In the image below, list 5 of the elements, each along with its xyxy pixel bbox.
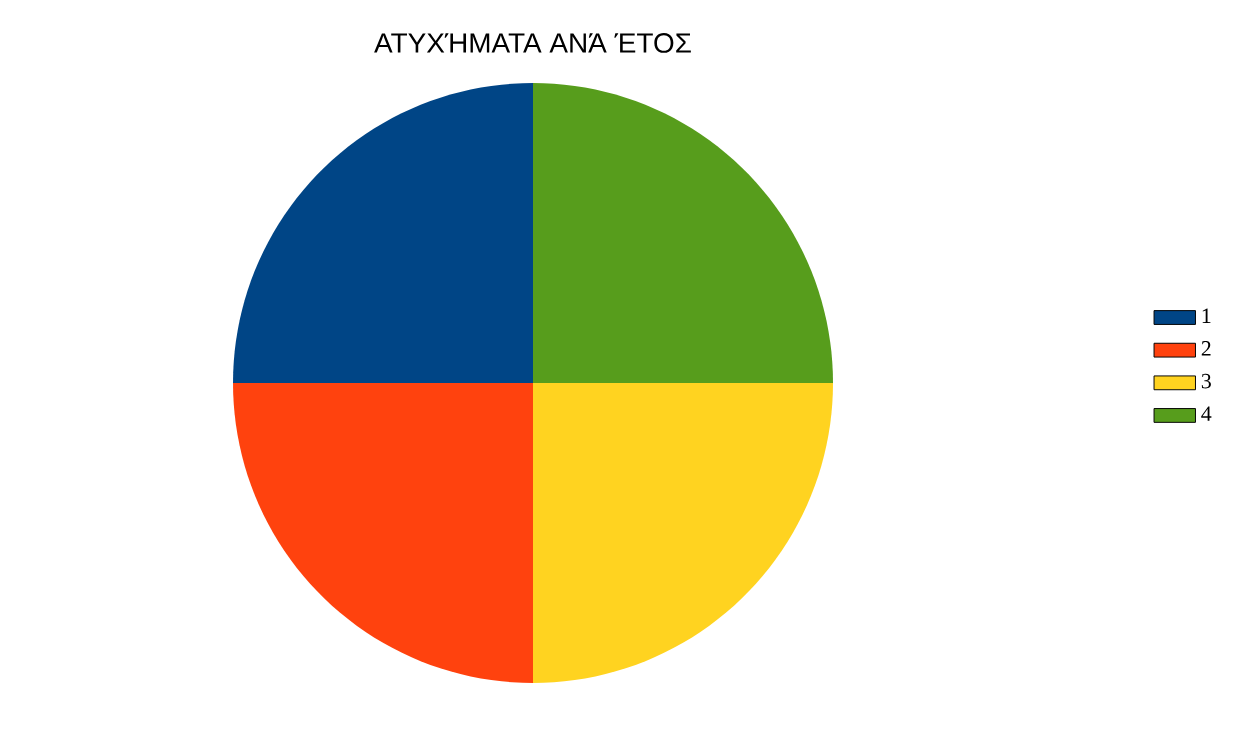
legend-label: 4: [1201, 406, 1212, 421]
legend-label: 1: [1202, 308, 1211, 323]
legend-label: 3: [1201, 373, 1211, 389]
chart-title: ΑΤΥΧΉΜΑΤΑ ΑΝΆ ΈΤΟΣ: [374, 33, 691, 53]
legend-label: 2: [1201, 341, 1211, 356]
